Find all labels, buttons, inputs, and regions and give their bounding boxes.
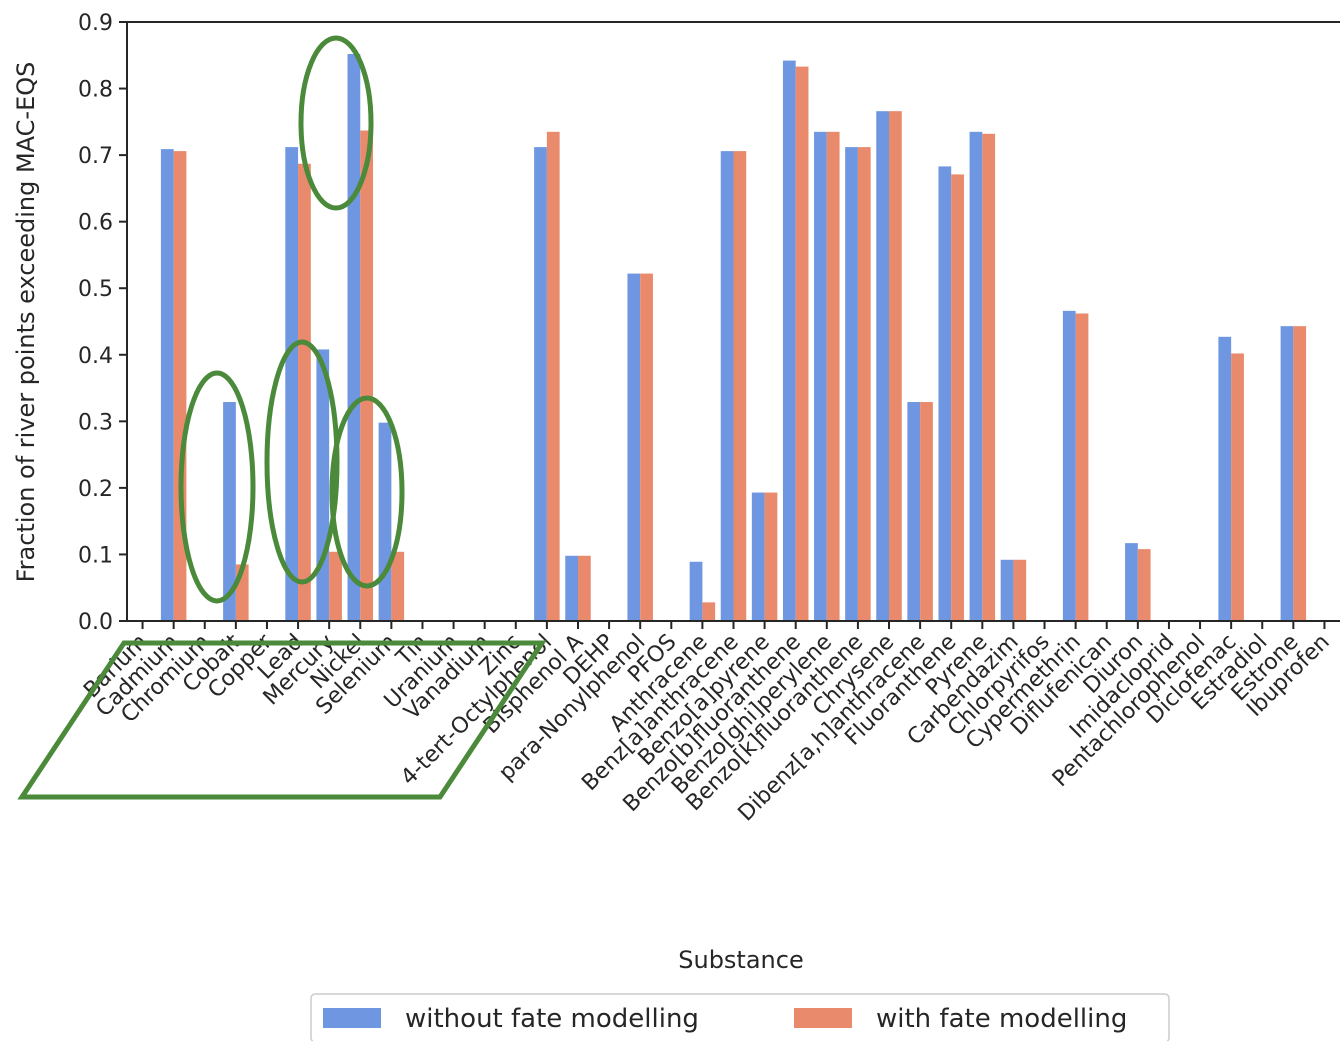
bar-with-fate-37 (1293, 326, 1307, 621)
bar-without-fate-21 (782, 60, 796, 622)
bar-without-fate-25 (907, 402, 921, 621)
bar-without-fate-20 (751, 492, 765, 621)
y-axis-label: Fraction of river points exceeding MAC-E… (12, 62, 40, 583)
y-tick-label: 0.7 (78, 144, 113, 169)
bar-without-fate-37 (1280, 326, 1294, 621)
legend-swatch-with-fate (794, 1008, 852, 1028)
y-tick-label: 0.5 (78, 277, 113, 302)
bar-without-fate-3 (223, 402, 236, 621)
bar-with-fate-18 (702, 602, 716, 621)
bar-with-fate-35 (1231, 353, 1244, 621)
bar-without-fate-6 (316, 349, 330, 621)
bar-with-fate-32 (1137, 549, 1151, 621)
bar-without-fate-14 (565, 555, 578, 621)
y-tick-label: 0.0 (78, 610, 113, 635)
annotation-ellipse-nickel-selenium (329, 395, 405, 589)
bar-without-fate-13 (534, 147, 547, 621)
bar-with-fate-5 (298, 163, 311, 621)
annotations-group (17, 35, 547, 800)
bar-without-fate-16 (627, 273, 641, 621)
legend-label-without-fate: without fate modelling (405, 1004, 699, 1034)
legend-frame (310, 993, 1170, 1041)
bar-without-fate-22 (814, 131, 827, 621)
bar-with-fate-20 (764, 492, 778, 621)
legend-swatch-without-fate (323, 1008, 381, 1028)
bar-with-fate-21 (795, 66, 809, 622)
bar-with-fate-7 (360, 130, 374, 622)
bar-without-fate-19 (720, 151, 734, 621)
bar-with-fate-14 (577, 555, 591, 621)
y-tick-label: 0.3 (78, 410, 113, 435)
y-tick-label: 0.6 (78, 211, 113, 236)
y-tick-label: 0.1 (78, 543, 113, 568)
bar-with-fate-25 (920, 402, 933, 621)
bar-with-fate-13 (546, 131, 560, 621)
y-tick-label: 0.8 (78, 78, 113, 103)
y-ticks-group: 0.0 0.1 0.2 0.3 0.4 0.5 0.6 0.7 0.8 0.9 (78, 11, 127, 635)
bar-with-fate-22 (826, 131, 840, 621)
y-tick-label: 0.9 (78, 11, 113, 36)
annotation-ellipse-lead-mercury (264, 339, 340, 585)
bar-without-fate-28 (1000, 559, 1014, 621)
bar-without-fate-23 (845, 147, 858, 621)
bar-without-fate-24 (876, 111, 890, 622)
bar-without-fate-35 (1218, 336, 1232, 621)
bar-without-fate-7 (347, 53, 361, 621)
y-tick-label: 0.2 (78, 477, 113, 502)
bar-with-fate-8 (391, 551, 405, 621)
bar-with-fate-19 (733, 151, 747, 621)
annotation-box-metals (17, 640, 547, 800)
bar-without-fate-5 (285, 147, 299, 621)
legend-label-with-fate: with fate modelling (876, 1004, 1127, 1034)
bar-with-fate-28 (1013, 559, 1027, 621)
x-axis-label: Substance (678, 946, 803, 974)
bar-with-fate-16 (640, 273, 653, 621)
x-ticks-group: BariumCadmiumChromiumCobaltCopperLeadMer… (79, 621, 1335, 826)
bar-with-fate-24 (889, 111, 902, 622)
annotation-ellipse-mercury-top (298, 35, 374, 211)
bar-with-fate-27 (982, 133, 996, 621)
bar-without-fate-8 (378, 422, 392, 621)
bar-without-fate-32 (1125, 543, 1138, 621)
annotation-ellipse-chromium-cobalt (178, 370, 256, 604)
bar-without-fate-18 (689, 561, 703, 621)
bar-without-fate-26 (938, 166, 952, 621)
bar-with-fate-23 (857, 147, 871, 621)
bars-group (160, 53, 1307, 622)
legend: without fate modelling with fate modelli… (310, 993, 1170, 1041)
bar-with-fate-30 (1075, 313, 1089, 621)
bar-without-fate-30 (1062, 310, 1076, 621)
y-tick-label: 0.4 (78, 344, 113, 369)
bar-with-fate-26 (951, 174, 964, 621)
bar-without-fate-1 (160, 149, 174, 621)
bar-with-fate-6 (329, 551, 342, 621)
bar-without-fate-27 (969, 131, 983, 621)
